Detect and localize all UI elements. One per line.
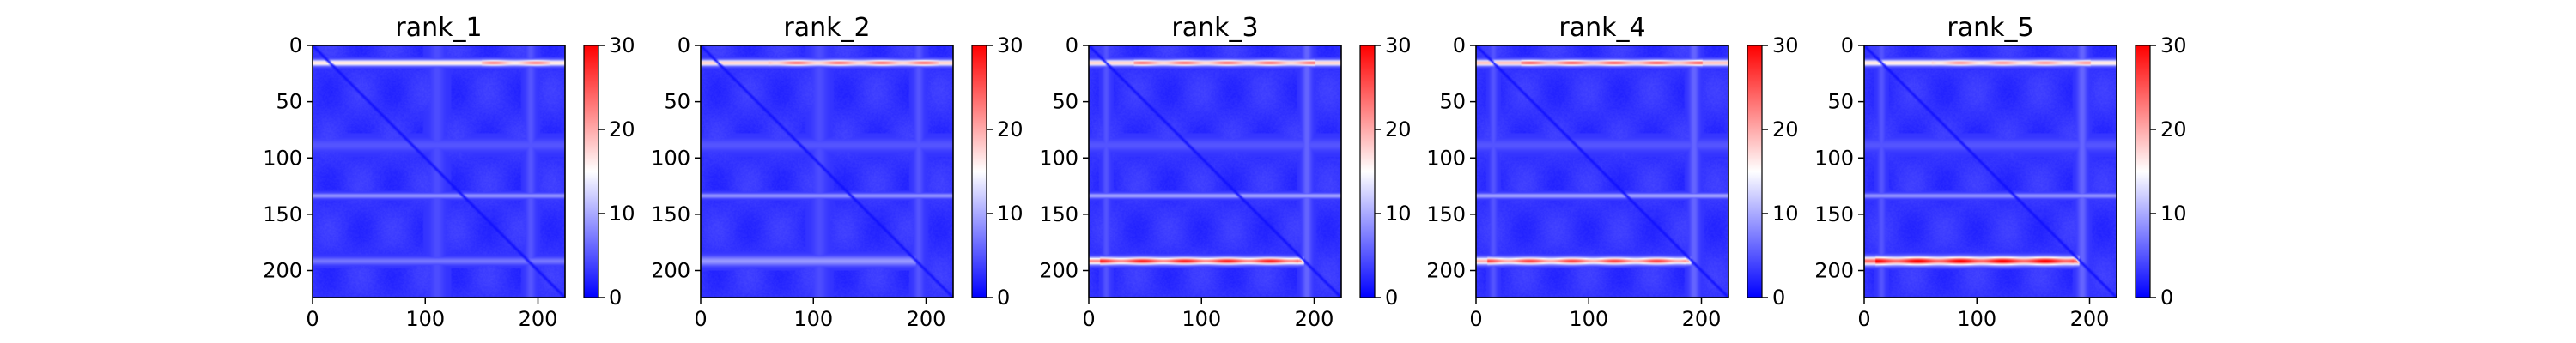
x-tick-label: 100	[405, 307, 445, 331]
plot-frame	[700, 45, 954, 298]
colorbar-tick-label: 0	[1772, 286, 1785, 310]
x-tick-label: 0	[1857, 307, 1870, 331]
heatmap-image	[1864, 45, 2117, 298]
x-tick-label: 0	[1469, 307, 1482, 331]
colorbar: 0 10 20 30	[1359, 33, 1412, 310]
colorbar-tick-label: 20	[609, 117, 635, 141]
x-tick-label: 200	[1295, 307, 1334, 331]
colorbar-tick-label: 0	[2160, 286, 2173, 310]
colorbar-tick-label: 0	[1385, 286, 1398, 310]
y-tick-label: 100	[1426, 146, 1466, 170]
colorbar: 0 10 20 30	[971, 33, 1024, 310]
y-tick-label: 200	[263, 259, 302, 283]
y-tick-label: 100	[651, 146, 690, 170]
y-tick-label: 50	[1827, 90, 1854, 114]
y-tick-label: 0	[677, 33, 690, 57]
plot-frame	[312, 45, 566, 298]
x-tick-label: 100	[1957, 307, 1996, 331]
panel-title: rank_4	[1558, 13, 1645, 43]
colorbar-tick-label: 30	[609, 33, 635, 57]
y-tick-label: 50	[276, 90, 302, 114]
y-tick-label: 150	[1426, 202, 1466, 226]
y-tick-label: 0	[289, 33, 302, 57]
colorbar-tick-label: 20	[1385, 117, 1412, 141]
heatmap-image	[1089, 45, 1341, 298]
colorbar: 0 10 20 30	[583, 33, 635, 310]
panel-title: rank_1	[395, 13, 482, 43]
colorbar-tick-label: 10	[997, 202, 1024, 226]
y-tick-label: 200	[1039, 259, 1078, 283]
colorbar-tick-label: 30	[1385, 33, 1412, 57]
colorbar-tick-label: 0	[609, 286, 622, 310]
colorbar-tick-label: 30	[2160, 33, 2187, 57]
y-tick-label: 100	[263, 146, 302, 170]
y-tick-label: 100	[1814, 146, 1854, 170]
colorbar-tick-label: 10	[609, 202, 635, 226]
panel-title: rank_3	[1171, 13, 1258, 43]
y-tick-label: 100	[1039, 146, 1078, 170]
colorbar-tick-label: 20	[997, 117, 1024, 141]
x-tick-label: 0	[694, 307, 707, 331]
x-tick-label: 100	[1182, 307, 1221, 331]
y-tick-label: 0	[1841, 33, 1854, 57]
colorbar: 0 10 20 30	[2135, 33, 2187, 310]
x-tick-label: 200	[1682, 307, 1722, 331]
colorbar: 0 10 20 30	[1747, 33, 1799, 310]
x-tick-label: 200	[907, 307, 946, 331]
y-tick-label: 0	[1453, 33, 1466, 57]
plot-frame	[1475, 45, 1729, 298]
x-tick-label: 100	[1569, 307, 1608, 331]
y-tick-label: 200	[1426, 259, 1466, 283]
panel-title: rank_2	[783, 13, 870, 43]
panel-title: rank_5	[1947, 13, 2033, 43]
y-tick-label: 150	[651, 202, 690, 226]
y-tick-label: 150	[263, 202, 302, 226]
y-tick-label: 150	[1814, 202, 1854, 226]
colorbar-tick-label: 10	[1385, 202, 1412, 226]
heatmap-image	[1476, 45, 1728, 298]
colorbar-gradient	[2135, 45, 2151, 298]
colorbar-tick-label: 10	[1772, 202, 1799, 226]
colorbar-gradient	[1359, 45, 1376, 298]
x-tick-label: 0	[306, 307, 319, 331]
x-tick-label: 100	[793, 307, 833, 331]
plot-frame	[1088, 45, 1342, 298]
x-tick-label: 200	[519, 307, 558, 331]
y-tick-label: 50	[1439, 90, 1466, 114]
x-tick-label: 0	[1082, 307, 1095, 331]
colorbar-tick-label: 10	[2160, 202, 2187, 226]
heatmap-image	[313, 45, 565, 298]
colorbar-gradient	[1747, 45, 1763, 298]
colorbar-gradient	[971, 45, 987, 298]
y-tick-label: 200	[651, 259, 690, 283]
x-tick-label: 200	[2070, 307, 2110, 331]
heatmap-image	[701, 45, 953, 298]
colorbar-tick-label: 30	[997, 33, 1024, 57]
y-tick-label: 200	[1814, 259, 1854, 283]
y-tick-label: 0	[1066, 33, 1078, 57]
y-tick-label: 150	[1039, 202, 1078, 226]
colorbar-tick-label: 20	[2160, 117, 2187, 141]
colorbar-tick-label: 20	[1772, 117, 1799, 141]
y-tick-label: 50	[1052, 90, 1078, 114]
colorbar-gradient	[583, 45, 599, 298]
plot-frame	[1863, 45, 2117, 298]
colorbar-tick-label: 30	[1772, 33, 1799, 57]
y-tick-label: 50	[664, 90, 690, 114]
colorbar-tick-label: 0	[997, 286, 1010, 310]
